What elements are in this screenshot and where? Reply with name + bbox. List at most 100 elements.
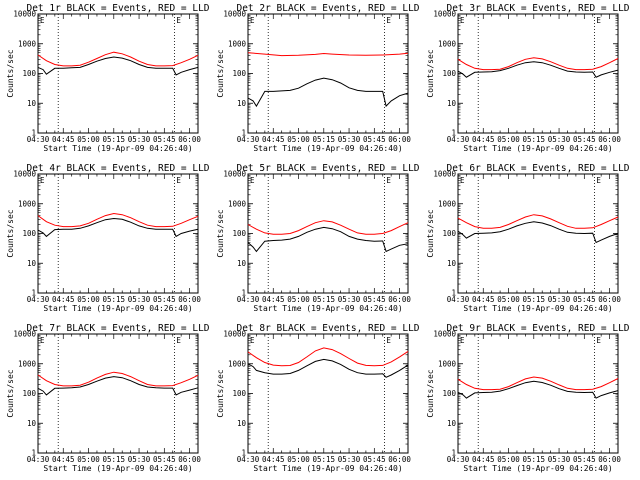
panel-title: Det 6r BLACK = Events, RED = LLD — [446, 163, 629, 174]
x-tick-label: 04:30 — [27, 295, 50, 304]
corner-mark: E — [596, 16, 601, 25]
corner-mark: E — [40, 176, 45, 185]
y-tick-label: 10 — [237, 419, 247, 428]
y-tick-label: 1 — [241, 449, 246, 458]
series-lld-line — [457, 376, 619, 391]
y-axis-label: Counts/sec — [6, 369, 15, 417]
x-tick-label: 06:00 — [388, 135, 411, 144]
x-tick-label: 05:30 — [548, 295, 571, 304]
series-lld-line — [37, 212, 199, 228]
x-tick-label: 04:30 — [27, 455, 50, 464]
y-tick-label: 1 — [241, 289, 246, 298]
x-tick-label: 05:15 — [313, 455, 336, 464]
y-tick-label: 100 — [22, 69, 36, 78]
x-tick-label: 04:45 — [52, 295, 75, 304]
x-tick-label: 05:00 — [497, 455, 520, 464]
y-tick-label: 1000 — [228, 199, 247, 208]
x-tick-label: 06:00 — [598, 135, 621, 144]
corner-mark: E — [596, 336, 601, 345]
panel-det-8: Det 8r BLACK = Events, RED = LLD E E 1 10 100… — [216, 323, 420, 473]
x-tick-label: 05:30 — [128, 135, 151, 144]
x-tick-label: 05:30 — [338, 295, 361, 304]
x-tick-label: 05:00 — [497, 135, 520, 144]
y-tick-label: 100 — [442, 229, 456, 238]
x-tick-label: 04:45 — [472, 295, 495, 304]
y-tick-label: 100 — [232, 389, 246, 398]
x-tick-label: 05:30 — [548, 455, 571, 464]
corner-mark: E — [40, 16, 45, 25]
panel-title: Det 1r BLACK = Events, RED = LLD — [26, 3, 209, 14]
corner-mark: E — [386, 16, 391, 25]
x-tick-label: 04:45 — [472, 455, 495, 464]
series-lld-line — [37, 371, 199, 387]
series-events-line — [247, 77, 409, 108]
y-tick-label: 10 — [447, 259, 457, 268]
corner-mark: E — [386, 176, 391, 185]
y-tick-label: 10000 — [13, 170, 36, 179]
x-tick-label: 04:45 — [52, 135, 75, 144]
y-tick-label: 1000 — [18, 359, 37, 368]
y-tick-label: 10 — [27, 419, 37, 428]
x-tick-label: 05:30 — [338, 135, 361, 144]
x-axis-label: Start Time (19-Apr-09 04:26:40) — [253, 464, 402, 473]
x-tick-label: 05:15 — [313, 135, 336, 144]
x-tick-label: 04:30 — [237, 455, 260, 464]
y-tick-label: 10000 — [433, 10, 456, 19]
x-tick-label: 05:15 — [103, 295, 126, 304]
y-tick-label: 10000 — [433, 330, 456, 339]
x-axis-label: Start Time (19-Apr-09 04:26:40) — [43, 304, 192, 313]
y-tick-label: 10 — [237, 99, 247, 108]
x-tick-label: 05:00 — [287, 295, 310, 304]
panel-title: Det 4r BLACK = Events, RED = LLD — [26, 163, 209, 174]
panel-det-2: Det 2r BLACK = Events, RED = LLD E E 1 10 100… — [216, 3, 420, 153]
plot-frame — [37, 13, 199, 134]
series-events-line — [457, 221, 619, 244]
x-tick-label: 05:45 — [573, 135, 596, 144]
y-tick-label: 1 — [31, 129, 36, 138]
plot-frame — [37, 333, 199, 454]
panel-det-9: Det 9r BLACK = Events, RED = LLD E E 1 10 100… — [426, 323, 630, 473]
y-tick-label: 10000 — [223, 170, 246, 179]
x-tick-label: 04:30 — [237, 135, 260, 144]
x-tick-label: 05:45 — [363, 455, 386, 464]
corner-mark: E — [386, 336, 391, 345]
y-tick-label: 100 — [22, 229, 36, 238]
x-tick-label: 05:30 — [128, 455, 151, 464]
y-tick-label: 10000 — [223, 330, 246, 339]
corner-mark: E — [596, 176, 601, 185]
y-tick-label: 1000 — [18, 39, 37, 48]
corner-mark: E — [40, 336, 45, 345]
y-tick-label: 10000 — [223, 10, 246, 19]
y-tick-label: 100 — [232, 229, 246, 238]
y-tick-label: 10000 — [13, 330, 36, 339]
x-tick-label: 04:45 — [52, 455, 75, 464]
y-tick-label: 10000 — [13, 10, 36, 19]
y-tick-label: 1 — [451, 289, 456, 298]
y-tick-label: 100 — [232, 69, 246, 78]
y-tick-label: 10 — [27, 259, 37, 268]
x-tick-label: 05:15 — [313, 295, 336, 304]
x-axis-label: Start Time (19-Apr-09 04:26:40) — [463, 464, 612, 473]
x-tick-label: 05:00 — [287, 455, 310, 464]
x-tick-label: 05:45 — [363, 135, 386, 144]
x-tick-label: 05:00 — [287, 135, 310, 144]
x-tick-label: 05:15 — [103, 135, 126, 144]
y-tick-label: 1 — [451, 449, 456, 458]
y-axis-label: Counts/sec — [216, 369, 225, 417]
x-tick-label: 04:30 — [447, 135, 470, 144]
y-tick-label: 10 — [447, 99, 457, 108]
corner-mark: E — [460, 176, 465, 185]
x-tick-label: 05:15 — [103, 455, 126, 464]
y-tick-label: 100 — [22, 389, 36, 398]
x-axis-label: Start Time (19-Apr-09 04:26:40) — [253, 144, 402, 153]
panel-title: Det 2r BLACK = Events, RED = LLD — [236, 3, 419, 14]
y-tick-label: 1000 — [228, 359, 247, 368]
panel-title: Det 5r BLACK = Events, RED = LLD — [236, 163, 419, 174]
y-tick-label: 1000 — [438, 359, 457, 368]
panel-det-6: Det 6r BLACK = Events, RED = LLD E E 1 10 100… — [426, 163, 630, 313]
x-tick-label: 06:00 — [178, 455, 201, 464]
corner-mark: E — [460, 336, 465, 345]
x-tick-label: 05:30 — [338, 455, 361, 464]
plot-frame — [37, 173, 199, 294]
